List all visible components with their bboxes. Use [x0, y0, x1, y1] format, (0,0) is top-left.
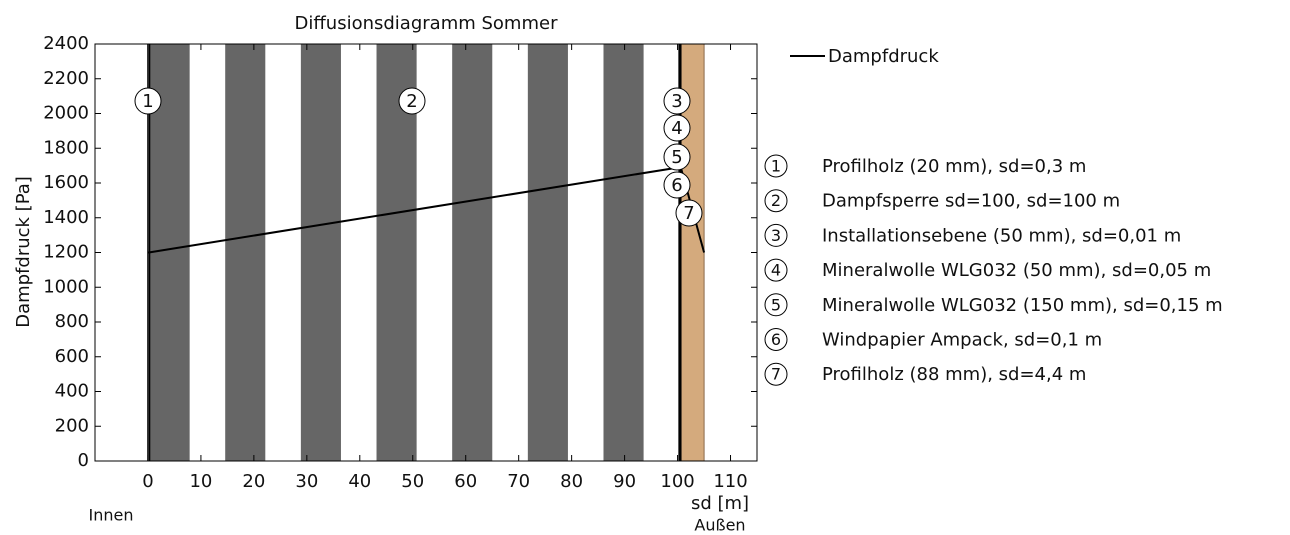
- layer-badge-number: 4: [671, 118, 682, 139]
- outer-label: Außen: [694, 516, 745, 535]
- y-tick-label: 800: [55, 311, 89, 332]
- legend-badge-number: 4: [771, 261, 781, 280]
- layer-stripe: [603, 44, 644, 461]
- y-tick-label: 0: [78, 450, 89, 471]
- x-tick-label: 100: [660, 471, 694, 492]
- y-axis-label: Dampfdruck [Pa]: [13, 176, 34, 328]
- plot-frame: [94, 43, 758, 462]
- legend-layer-name: Installationsebene (50 mm), sd=0,01 m: [822, 225, 1181, 246]
- y-tick-label: 2200: [43, 68, 89, 89]
- x-tick-label: 30: [295, 471, 318, 492]
- layer-stripe: [300, 44, 341, 461]
- layer-badge-number: 5: [671, 147, 682, 168]
- legend-badge-number: 3: [771, 226, 781, 245]
- inner-label: Innen: [89, 506, 134, 525]
- legend-badge-number: 2: [771, 191, 781, 210]
- x-tick-label: 50: [401, 471, 424, 492]
- x-tick-label: 0: [142, 471, 153, 492]
- x-tick-label: 70: [507, 471, 530, 492]
- layer-badge: [134, 87, 162, 115]
- layer-badge: [663, 87, 691, 115]
- legend-layer-name: Profilholz (88 mm), sd=4,4 m: [822, 364, 1086, 385]
- legend-badge: [764, 293, 788, 317]
- legend-badge: [764, 189, 788, 213]
- y-tick-label: 1400: [43, 207, 89, 228]
- x-tick-label: 90: [613, 471, 636, 492]
- x-tick-label: 80: [560, 471, 583, 492]
- legend-layer-name: Profilholz (20 mm), sd=0,3 m: [822, 156, 1086, 177]
- x-tick-label: 40: [348, 471, 371, 492]
- x-tick-label: 20: [242, 471, 265, 492]
- legend-layer-name: Windpapier Ampack, sd=0,1 m: [822, 330, 1102, 351]
- legend-badge-number: 5: [771, 295, 781, 314]
- layer-badge-number: 7: [683, 203, 694, 224]
- chart-title: Diffusionsdiagramm Sommer: [295, 13, 559, 34]
- layer-badge-number: 6: [671, 175, 682, 196]
- y-tick-label: 600: [55, 346, 89, 367]
- legend-badge: [764, 328, 788, 351]
- legend-layer-name: Mineralwolle WLG032 (50 mm), sd=0,05 m: [822, 260, 1211, 281]
- layer-badge-number: 1: [142, 91, 153, 112]
- layer-badge: [663, 114, 691, 142]
- legend-badge: [764, 154, 788, 178]
- legend-badge-number: 6: [771, 330, 781, 349]
- x-tick-label: 60: [454, 471, 477, 492]
- y-tick-label: 2000: [43, 103, 89, 124]
- layer-badge: [398, 87, 426, 115]
- legend-badge-number: 1: [771, 157, 781, 176]
- y-tick-label: 1800: [43, 137, 89, 158]
- layer-stripe: [527, 44, 568, 461]
- y-tick-label: 400: [55, 381, 89, 402]
- layer-badge: [675, 199, 703, 227]
- y-tick-label: 1600: [43, 172, 89, 193]
- legend-layer-name: Mineralwolle WLG032 (150 mm), sd=0,15 m: [822, 295, 1223, 316]
- layer-badge: [663, 171, 691, 199]
- layer-badge: [663, 143, 691, 171]
- layer-stripe: [225, 44, 266, 461]
- y-tick-label: 2400: [43, 33, 89, 54]
- layer-stripe: [149, 44, 190, 461]
- legend-badge-number: 7: [771, 365, 781, 384]
- layer-badge-number: 3: [671, 91, 682, 112]
- legend-badge: [764, 223, 788, 247]
- legend-badge: [764, 362, 788, 386]
- y-tick-label: 1200: [43, 242, 89, 263]
- x-tick-label: 110: [713, 471, 747, 492]
- x-axis-label: sd [m]: [691, 493, 749, 514]
- x-tick-label: 10: [189, 471, 212, 492]
- layer-stripe: [452, 44, 493, 461]
- legend-layer-name: Dampfsperre sd=100, sd=100 m: [822, 191, 1120, 212]
- layer-badge-number: 2: [406, 91, 417, 112]
- y-tick-label: 1000: [43, 276, 89, 297]
- legend-badge: [764, 258, 788, 282]
- legend-label: Dampfdruck: [828, 46, 939, 67]
- y-tick-label: 200: [55, 415, 89, 436]
